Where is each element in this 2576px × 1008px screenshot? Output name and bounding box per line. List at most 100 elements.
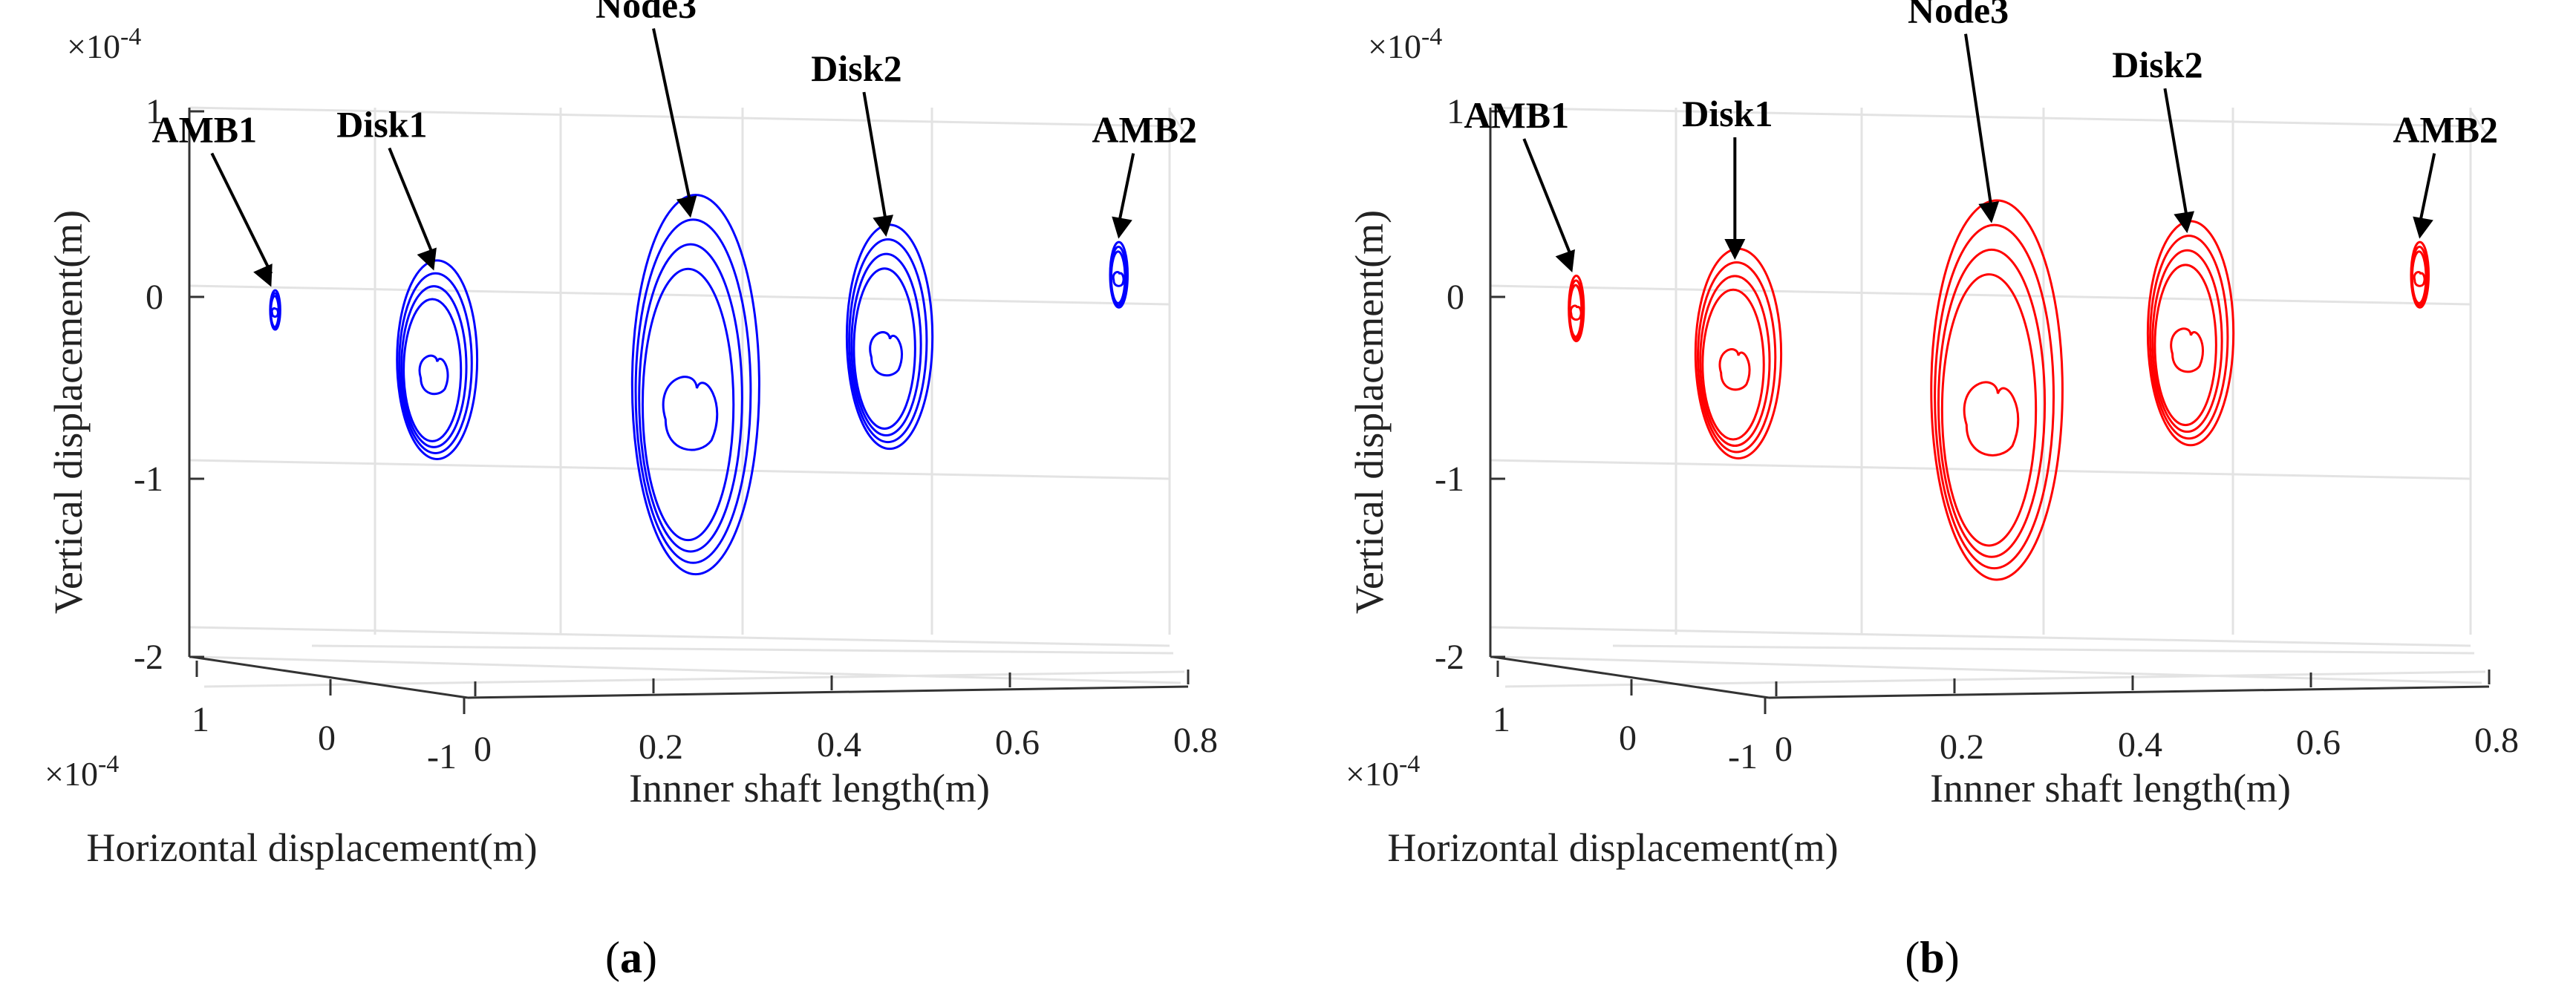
- axes: 10-1-21 0 -1 0 0.2 0.4 0.6 0.8×10-4×10-4Vertica…: [45, 23, 1218, 870]
- gridline: [1504, 670, 2486, 688]
- orbit-loop: [852, 267, 916, 430]
- annotation-disk2: Disk2: [811, 48, 902, 238]
- annotation-label: Disk2: [811, 48, 901, 89]
- x-tick-label: 0.6: [2296, 723, 2341, 762]
- orbit-loop: [1930, 199, 2064, 581]
- annotation-arrow-head: [1112, 216, 1132, 239]
- annotation-disk1: Disk1: [336, 104, 437, 271]
- y-tick-label: 1: [1493, 700, 1510, 739]
- annotation-amb1: AMB1: [151, 108, 273, 287]
- orbit-loop: [1568, 275, 1585, 343]
- annotation-amb1: AMB1: [1464, 94, 1575, 272]
- gridline: [189, 459, 1170, 480]
- orbit-loop: [1963, 381, 2020, 456]
- gridline: [1490, 459, 2471, 480]
- annotation-arrow-shaft: [210, 152, 273, 275]
- orbit-loop: [662, 376, 719, 451]
- z-multiplier-exp: -4: [1421, 23, 1442, 50]
- orbit-loop: [400, 285, 468, 448]
- x-tick-label: 0.2: [1940, 727, 1984, 767]
- orbit-amb2: [1109, 240, 1129, 309]
- axes: 10-1-21 0 -1 0 0.2 0.4 0.6 0.8×10-4×10-4Vertica…: [1346, 23, 2519, 870]
- y-multiplier-base: ×10: [45, 755, 98, 793]
- annotation-arrow-shaft: [1964, 33, 1994, 211]
- annotation-arrow-shaft: [652, 27, 692, 205]
- annotation-arrow-shaft: [1522, 138, 1574, 260]
- annotation-label: AMB2: [2393, 109, 2498, 151]
- y-tick-label: 0: [1619, 719, 1637, 758]
- annotation-arrow-shaft: [1117, 153, 1135, 226]
- orbit-loop: [634, 218, 752, 564]
- z-tick-label: -1: [1435, 459, 1464, 499]
- orbit-loop: [2153, 264, 2217, 427]
- annotation-arrow-shaft: [2163, 88, 2189, 220]
- annotation-label: AMB2: [1092, 109, 1197, 151]
- orbit-loop: [418, 354, 449, 396]
- annotation-disk2: Disk2: [2112, 44, 2203, 234]
- orbit-disk2: [2146, 220, 2235, 447]
- annotation-arrow-head: [1978, 201, 2000, 223]
- y-multiplier: ×10-4: [1346, 750, 1420, 793]
- orbit-loop: [2410, 240, 2430, 309]
- orbit-loop: [2149, 235, 2229, 440]
- orbit-loop: [270, 307, 279, 318]
- orbit-amb2: [2410, 240, 2430, 309]
- z-tick-label: 1: [1447, 92, 1464, 131]
- orbit-disk1: [1694, 247, 1783, 459]
- panel-label-close: ): [1945, 933, 1960, 982]
- gridline: [203, 670, 1185, 688]
- gridline: [1168, 111, 1190, 138]
- y-tick-label: -1: [1728, 737, 1758, 776]
- x-axis-label: Innner shaft length(m): [1930, 766, 2291, 811]
- orbit-loop: [1699, 275, 1771, 448]
- annotation-label: Disk1: [336, 104, 427, 145]
- orbit-loop: [630, 194, 760, 576]
- orbit-loop: [398, 272, 473, 454]
- annotation-label: AMB1: [151, 108, 257, 150]
- gridline: [189, 106, 1170, 128]
- z-tick-label: -2: [1435, 638, 1464, 677]
- orbit-disk2: [845, 223, 934, 451]
- panel-b: 10-1-21 0 -1 0 0.2 0.4 0.6 0.8×10-4×10-4Vertica…: [1346, 0, 2519, 982]
- gridline: [1490, 626, 2471, 647]
- annotation-arrow-head: [2174, 211, 2195, 234]
- panel-label-open: (: [605, 933, 620, 982]
- orbit-loop: [1701, 288, 1765, 441]
- z-tick-label: 0: [1447, 278, 1464, 317]
- annotation-arrow-head: [1724, 238, 1746, 260]
- orbit-loop: [2170, 327, 2204, 373]
- panel-label-open: (: [1905, 933, 1920, 982]
- z-tick-label: -1: [134, 459, 163, 499]
- gridline: [311, 644, 1174, 655]
- orbit-loop: [269, 289, 281, 331]
- orbit-loop: [641, 267, 735, 542]
- annotation-disk1: Disk1: [1682, 93, 1773, 260]
- x-tick-label: 0.6: [995, 723, 1040, 762]
- annotation-arrow-head: [417, 247, 437, 271]
- annotation-label: Disk1: [1682, 93, 1773, 134]
- annotation-arrow-head: [873, 215, 894, 238]
- z-multiplier-base: ×10: [67, 27, 120, 65]
- x-tick-label: 0.2: [639, 727, 683, 767]
- gridline: [1612, 644, 2475, 655]
- panel-a: 10-1-21 0 -1 0 0.2 0.4 0.6 0.8×10-4×10-4Vertica…: [45, 0, 1218, 982]
- annotation-label: Node3: [1908, 0, 2009, 31]
- orbit-node3: [1930, 199, 2064, 581]
- annotation-node3: Node3: [596, 0, 697, 218]
- orbit-disk1: [396, 259, 479, 460]
- y-tick-label: 0: [318, 719, 336, 758]
- annotation-arrow-shaft: [2418, 153, 2436, 226]
- orbit-loop: [1696, 261, 1777, 454]
- y-axis-label: Horizontal displacement(m): [86, 825, 537, 870]
- gridline: [196, 655, 1181, 684]
- orbit-loop: [2151, 249, 2223, 433]
- annotation-amb2: AMB2: [1092, 109, 1197, 239]
- annotation-arrow-shaft: [862, 91, 888, 224]
- x-axis-line: [1768, 685, 2490, 699]
- grid: [1489, 106, 2491, 688]
- annotation-label: AMB1: [1464, 94, 1569, 136]
- orbit-node3: [630, 194, 760, 576]
- y-multiplier: ×10-4: [45, 750, 119, 793]
- annotation-arrow-head: [253, 264, 273, 287]
